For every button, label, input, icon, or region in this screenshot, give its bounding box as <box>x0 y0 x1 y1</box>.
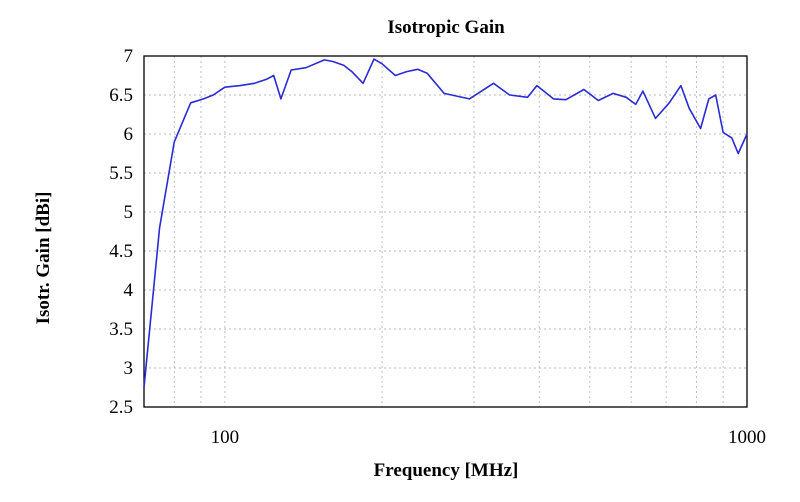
y-axis-label: Isotr. Gain [dBi] <box>33 192 54 325</box>
series-layer <box>143 58 748 388</box>
x-axis-label: Frequency [MHz] <box>374 460 519 481</box>
y-tick-label: 4.5 <box>109 241 133 262</box>
y-tick-label: 4 <box>124 280 134 301</box>
chart-title: Isotropic Gain <box>387 17 505 38</box>
grid <box>143 55 747 408</box>
gain-series-line <box>143 58 748 388</box>
x-tick-label: 1000 <box>728 427 766 448</box>
plot-frame <box>143 55 748 408</box>
y-tick-label: 7 <box>124 46 134 67</box>
x-tick-label: 100 <box>211 427 240 448</box>
y-tick-label: 5 <box>124 202 134 223</box>
tick-labels: 2.5 3 3.5 4 4.5 5 5.5 6 6.5 7 100 1000 <box>109 46 766 448</box>
y-tick-label: 5.5 <box>109 163 133 184</box>
y-tick-label: 2.5 <box>109 397 133 418</box>
y-tick-label: 6 <box>124 124 134 145</box>
y-tick-label: 3 <box>124 358 134 379</box>
y-tick-label: 3.5 <box>109 319 133 340</box>
y-tick-label: 6.5 <box>109 85 133 106</box>
